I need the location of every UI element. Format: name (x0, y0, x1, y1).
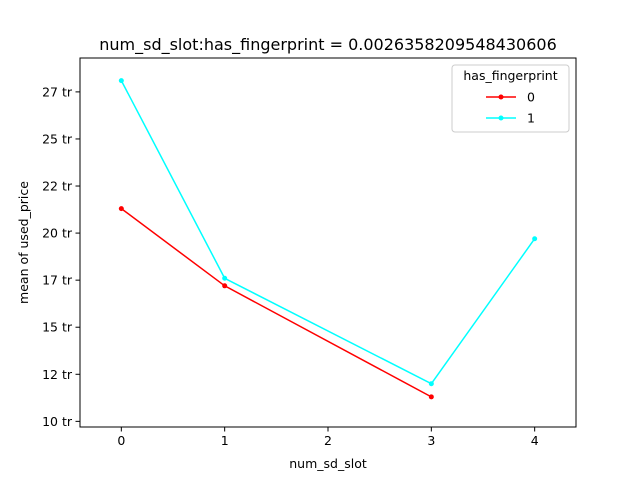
legend-marker-1 (498, 115, 504, 121)
legend-title: has_fingerprint (463, 68, 557, 83)
legend-label-1: 1 (527, 111, 535, 126)
y-tick-label: 12 tr (42, 367, 73, 382)
series-line-1 (120, 80, 536, 385)
x-tick-label: 2 (324, 433, 332, 448)
y-axis: 10 tr 12 tr 15 tr 17 tr 20 tr 22 tr 25 tr 27 tr (42, 84, 80, 429)
y-tick-label: 17 tr (42, 273, 73, 288)
data-point-1 (118, 78, 124, 84)
data-point-1 (222, 275, 228, 281)
legend-label-0: 0 (527, 90, 535, 105)
y-axis-label: mean of used_price (16, 181, 31, 304)
x-axis-label: num_sd_slot (289, 456, 367, 471)
legend-marker-0 (498, 94, 504, 100)
y-tick-label: 15 tr (42, 320, 73, 335)
legend-entries: 01 (486, 90, 535, 126)
series-layer (118, 78, 538, 400)
data-point-1 (428, 381, 434, 387)
y-tick-label: 22 tr (42, 179, 73, 194)
y-tick-label: 25 tr (42, 131, 73, 146)
x-tick-label: 3 (427, 433, 435, 448)
y-tick-label: 27 tr (42, 84, 73, 99)
x-tick-label: 0 (117, 433, 125, 448)
x-axis: 0 1 2 3 4 (117, 427, 539, 448)
legend: has_fingerprint 01 (451, 64, 570, 133)
chart-title: num_sd_slot:has_fingerprint = 0.00263582… (99, 35, 557, 55)
y-tick-label: 20 tr (42, 226, 73, 241)
data-point-0 (222, 283, 228, 289)
data-point-0 (428, 394, 434, 400)
legend-box (451, 64, 570, 133)
y-tick-label: 10 tr (42, 414, 73, 429)
x-tick-label: 1 (221, 433, 229, 448)
data-point-1 (532, 236, 538, 242)
data-point-0 (118, 206, 124, 212)
x-tick-label: 4 (531, 433, 539, 448)
